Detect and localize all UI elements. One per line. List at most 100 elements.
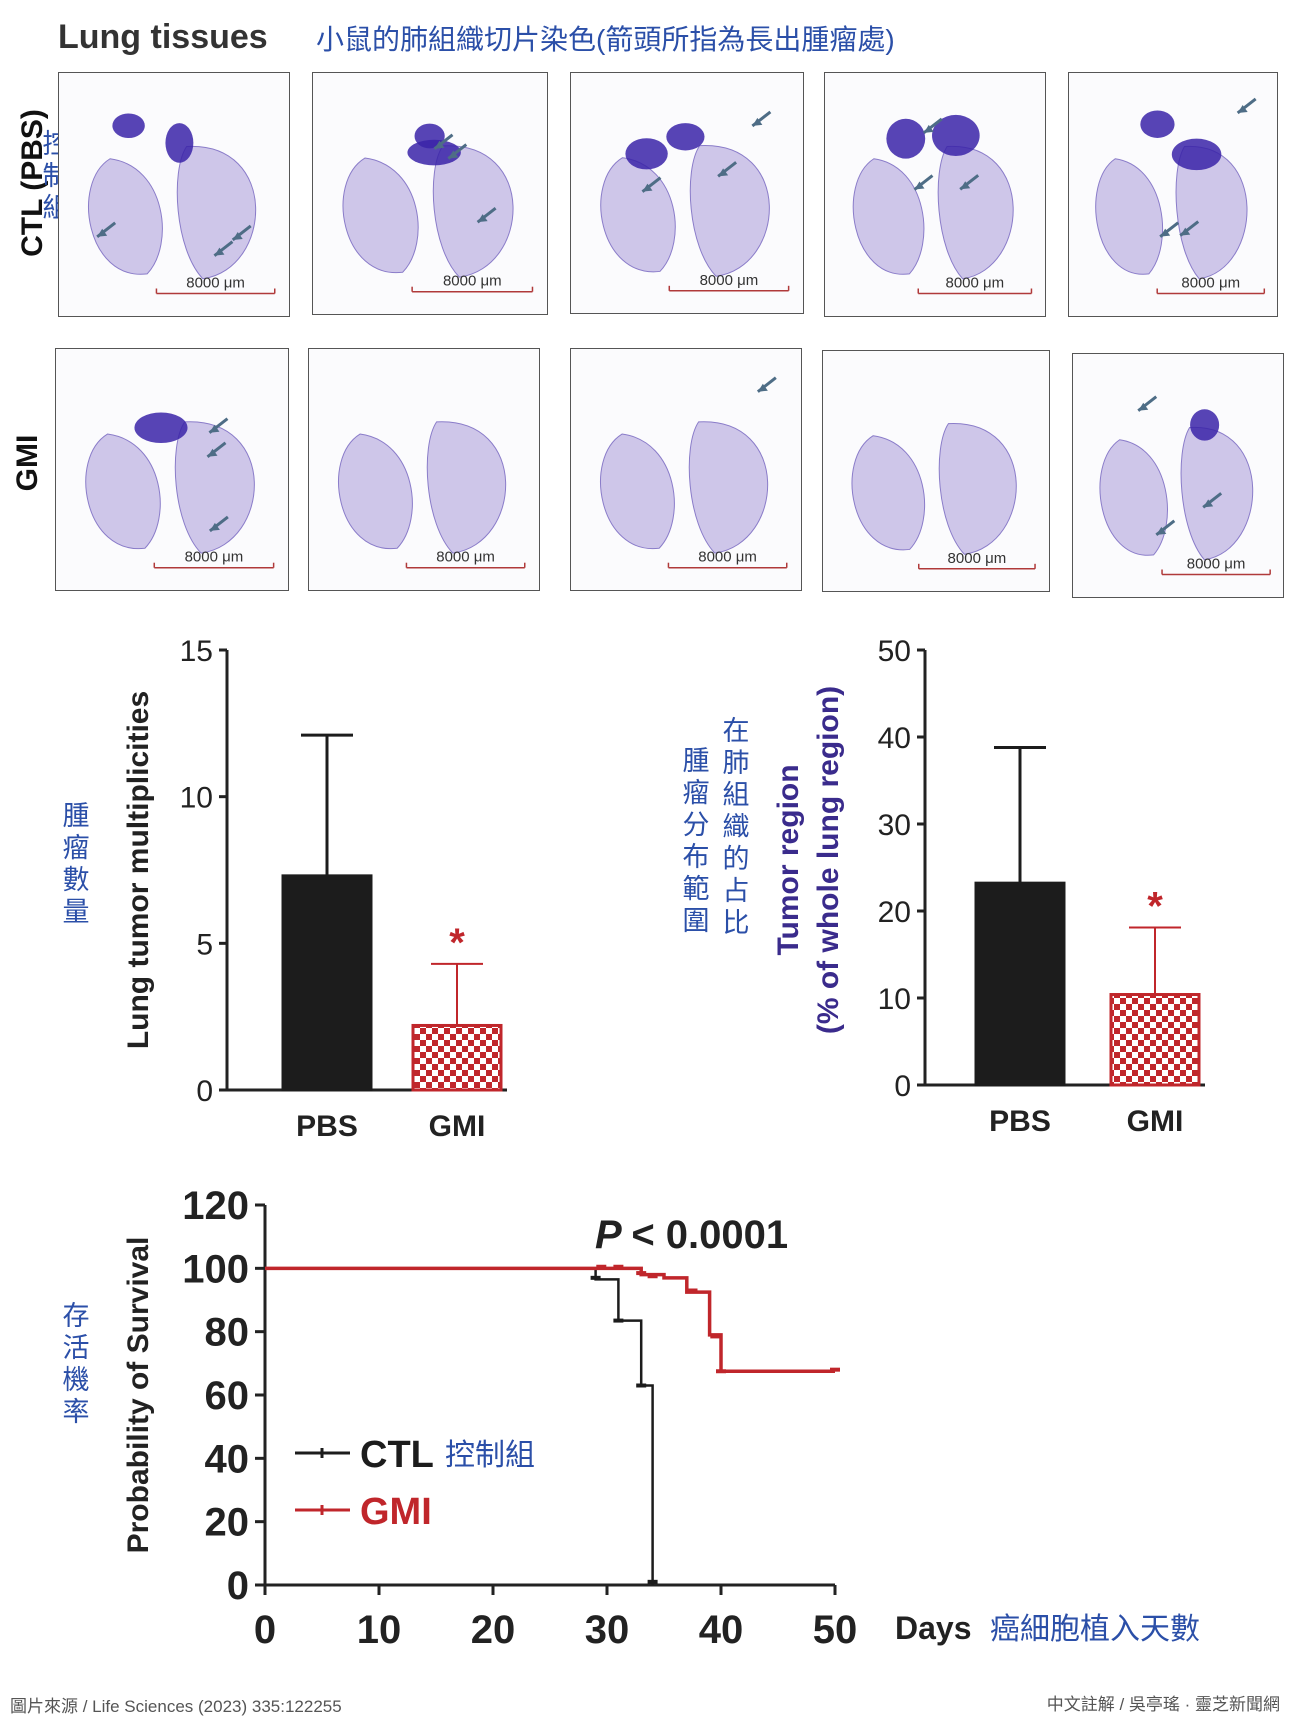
bar-gmi: [1109, 993, 1201, 1087]
y-axis-label: Probability of Survival: [122, 1237, 155, 1554]
tumor-region-chart: 0 10 20 30 40 50 PBS GMI * Tumor region (% of whol…: [772, 635, 1205, 1138]
y-tick-label: 20: [205, 1501, 250, 1545]
lung-lobe-left: [88, 158, 163, 275]
lung-lobe-right: [426, 421, 507, 554]
significance-marker: *: [1147, 885, 1163, 929]
tumor-mass: [932, 114, 980, 157]
x-tick-label: PBS: [989, 1105, 1051, 1138]
lung-lobe-left: [338, 433, 413, 549]
scale-bar-label: 8000 μm: [946, 275, 1005, 292]
y-tick-label: 30: [878, 809, 911, 842]
y-tick-label: 5: [196, 928, 213, 961]
tumor-mass: [414, 123, 445, 149]
tumor-mass: [666, 123, 705, 151]
x-tick-label: GMI: [429, 1110, 486, 1140]
lung-lobe-left: [600, 433, 675, 549]
lung-lobe-right: [688, 421, 769, 554]
lung-lobe-left: [342, 157, 419, 273]
y-axis-label: Tumor region: [772, 764, 805, 955]
tumor-arrow-icon: [476, 206, 497, 224]
tumor-mass: [625, 138, 668, 170]
y-tick-label: 10: [878, 983, 911, 1016]
lung-tissue-panel: 8000 μm: [570, 348, 802, 591]
tumor-arrow-icon: [641, 176, 662, 193]
lung-lobe-left: [85, 433, 161, 549]
y-axis-label: Lung tumor multiplicities: [122, 691, 155, 1049]
y-tick-label: 80: [205, 1311, 250, 1355]
lung-lobe-right: [689, 145, 770, 277]
tumor-arrow-icon: [1179, 220, 1200, 237]
tumor-arrow-icon: [959, 174, 980, 191]
scale-bar-label: 8000 μm: [436, 549, 495, 566]
tumor-arrow-icon: [208, 515, 229, 533]
legend-label-chinese: 控制組: [445, 1439, 535, 1472]
tumor-mass: [886, 118, 926, 159]
lung-tissue-panel: 8000 μm: [1068, 72, 1278, 317]
tumor-arrow-icon: [96, 221, 117, 238]
scale-bar-label: 8000 μm: [186, 275, 245, 292]
lung-tissue-panel: 8000 μm: [824, 72, 1046, 317]
tumor-arrow-icon: [208, 417, 229, 434]
x-tick-label: 20: [471, 1608, 516, 1650]
tumor-arrow-icon: [206, 441, 227, 458]
lung-lobe-right: [176, 145, 257, 280]
bar-pbs: [281, 874, 373, 1092]
lung-lobe-right: [174, 421, 255, 554]
x-axis-label-chinese: 癌細胞植入天數: [990, 1613, 1200, 1646]
scale-bar-label: 8000 μm: [700, 272, 759, 289]
annotation-credit: 中文註解 / 吳亭瑤 · 靈芝新聞網: [1046, 1695, 1280, 1714]
row-label-gmi: GMI: [11, 434, 44, 492]
x-tick-label: 40: [699, 1608, 744, 1650]
tumor-multiplicity-chart: 0 5 10 15 PBS GMI * Lung tumor multiplicities: [122, 635, 507, 1140]
x-tick-label: 10: [357, 1608, 402, 1650]
lung-tissue-panel: 8000 μm: [58, 72, 290, 317]
lung-lobe-left: [1099, 439, 1168, 556]
lung-lobe-left: [1095, 158, 1163, 275]
y-tick-label: 40: [878, 722, 911, 755]
tumor-arrow-icon: [717, 161, 738, 178]
lung-lobe-right: [937, 145, 1014, 280]
bar-pbs: [974, 881, 1066, 1087]
bar-gmi: [411, 1023, 503, 1092]
lung-tissue-panel: 8000 μm: [1072, 353, 1284, 598]
tumor-arrow-icon: [1159, 221, 1180, 238]
x-tick-label: 50: [813, 1608, 858, 1650]
lung-lobe-right: [1175, 145, 1248, 280]
scale-bar-label: 8000 μm: [185, 549, 244, 566]
lung-tissue-panel: 8000 μm: [308, 348, 540, 591]
y-tick-label: 10: [180, 782, 213, 815]
scale-bar-label: 8000 μm: [1187, 556, 1246, 573]
survival-line-gmi: [265, 1266, 835, 1373]
tumor-mass: [407, 139, 461, 166]
y-tick-label: 0: [894, 1070, 911, 1103]
survival-chart: 0 20 40 60 80 100 120 0 10 20 30 40 50 Probability of…: [122, 1184, 1200, 1650]
lung-lobe-right: [938, 423, 1017, 555]
y-tick-label: 100: [182, 1247, 249, 1291]
tumor-arrow-icon: [913, 174, 934, 191]
survival-label-chinese: 存活機率: [62, 1301, 90, 1427]
lung-lobe-left: [851, 435, 926, 551]
tumor-mass: [1171, 138, 1222, 171]
x-axis-label: Days: [895, 1610, 972, 1646]
tumor-arrow-icon: [922, 117, 943, 135]
tumor-arrow-icon: [447, 143, 468, 160]
lung-lobe-left: [600, 157, 676, 273]
tumor-arrow-icon: [1137, 395, 1158, 412]
tumor-mass: [1190, 409, 1220, 441]
y-tick-label: 0: [227, 1564, 249, 1608]
lung-tissue-panel: 8000 μm: [570, 72, 804, 314]
y-tick-label: 120: [182, 1184, 249, 1228]
tumor-arrow-icon: [1236, 97, 1257, 115]
tumor-arrow-icon: [433, 133, 454, 150]
scale-bar-label: 8000 μm: [1181, 275, 1240, 292]
y-tick-label: 50: [878, 635, 911, 668]
tumor-mass: [112, 113, 145, 139]
y-tick-label: 40: [205, 1437, 250, 1481]
lung-lobe-left: [852, 158, 925, 275]
legend-label-gmi: GMI: [360, 1491, 432, 1533]
scale-bar-label: 8000 μm: [698, 549, 757, 566]
y-tick-label: 60: [205, 1374, 250, 1418]
lung-tissue-panel: 8000 μm: [312, 72, 548, 315]
tumor-region-label-chinese-2: 腫瘤分布範圍: [682, 746, 710, 936]
x-tick-label: PBS: [296, 1110, 358, 1140]
